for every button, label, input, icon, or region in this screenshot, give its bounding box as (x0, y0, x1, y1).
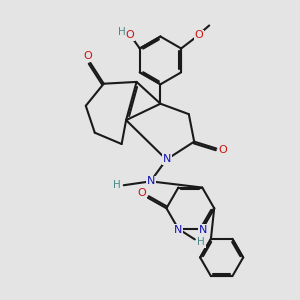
Text: H: H (113, 180, 121, 190)
Text: O: O (195, 30, 203, 40)
Text: N: N (147, 176, 155, 186)
Text: O: O (218, 145, 227, 155)
Text: N: N (163, 154, 171, 164)
Text: H: H (118, 27, 126, 37)
Text: O: O (126, 30, 135, 40)
Text: H: H (197, 237, 205, 248)
Text: N: N (174, 224, 182, 235)
Text: O: O (83, 51, 92, 61)
Text: O: O (137, 188, 146, 198)
Text: N: N (199, 224, 207, 235)
